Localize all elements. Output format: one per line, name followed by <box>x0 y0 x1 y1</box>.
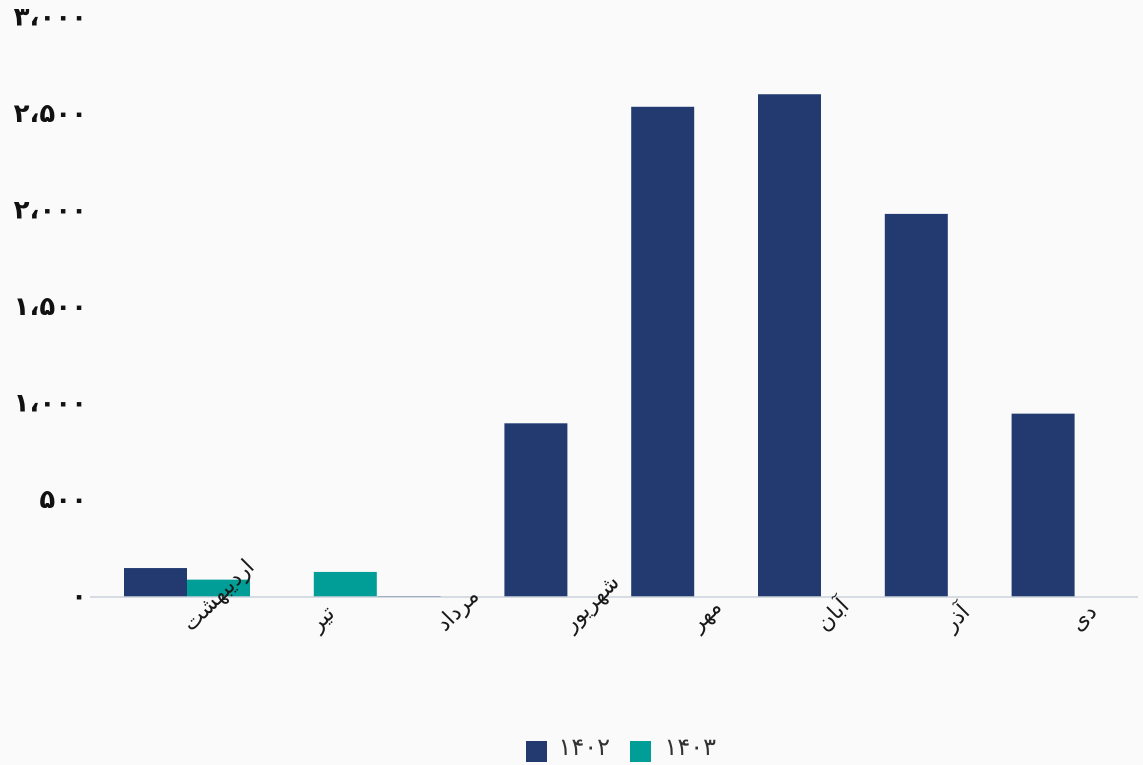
bar-1-5 <box>631 106 695 597</box>
x-tick-label: آبان <box>810 592 855 637</box>
bar-1-6 <box>758 94 821 598</box>
x-tick-label: شهریور <box>558 570 625 637</box>
y-tick-label: ۳،۰۰۰ <box>14 3 87 33</box>
y-tick-label: ۰ <box>71 582 87 612</box>
legend-swatch-2 <box>630 741 651 762</box>
bar-1-4 <box>504 423 568 597</box>
bar-2-1 <box>187 579 250 597</box>
x-tick-label: مهر <box>684 595 726 637</box>
x-tick-label: تیر <box>304 601 340 637</box>
bars <box>124 94 1075 598</box>
x-tick-label: آذر <box>936 598 975 637</box>
bar-1-8 <box>1011 413 1075 597</box>
y-tick-label: ۵۰۰ <box>39 485 87 515</box>
bar-1-1 <box>124 568 187 597</box>
x-tick-label: مرداد <box>431 584 484 637</box>
bar-2-2 <box>313 571 377 597</box>
y-tick-label: ۲،۰۰۰ <box>14 196 87 226</box>
y-axis: ۰ ۵۰۰ ۱،۰۰۰ ۱،۵۰۰ ۲،۰۰۰ ۲،۵۰۰ ۳،۰۰۰ <box>14 3 87 612</box>
y-tick-label: ۲،۵۰۰ <box>14 99 87 129</box>
legend-swatch-1 <box>526 741 547 762</box>
y-tick-label: ۱،۵۰۰ <box>14 292 87 322</box>
legend-label-1: ۱۴۰۲ <box>558 733 610 761</box>
y-tick-label: ۱،۰۰۰ <box>14 389 87 419</box>
legend: ۱۴۰۲ ۱۴۰۳ <box>526 733 716 762</box>
legend-label-2: ۱۴۰۳ <box>664 733 716 761</box>
x-tick-label: دی <box>1065 600 1102 637</box>
bar-1-7 <box>884 213 948 597</box>
